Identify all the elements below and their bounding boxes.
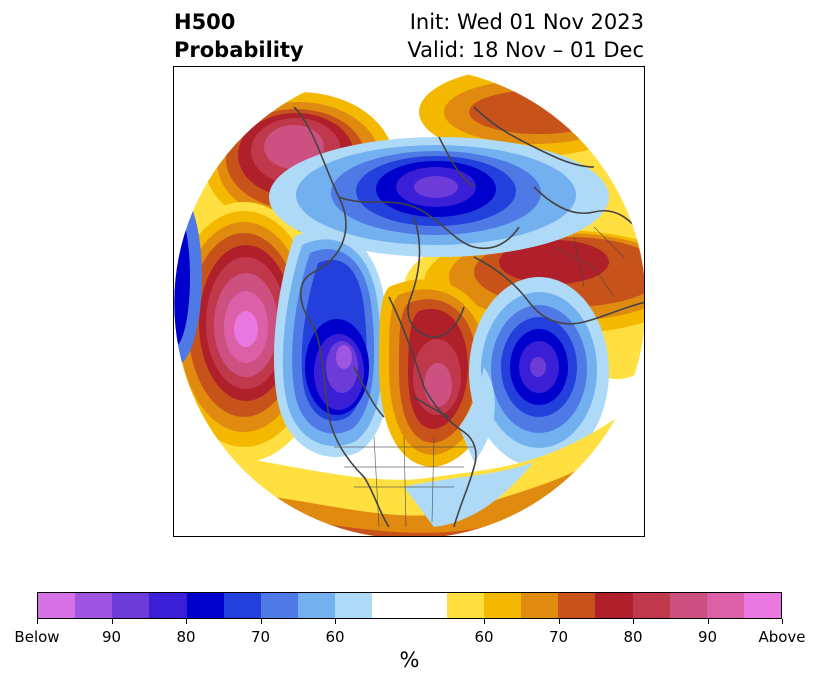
colorbar-segment [669, 593, 707, 618]
colorbar-tick-mark [782, 619, 783, 624]
blob-below-polar [269, 137, 609, 257]
colorbar-tick-label: 80 [176, 628, 196, 646]
colorbar-segment [409, 593, 447, 618]
colorbar-tick-mark [707, 619, 709, 624]
map-canvas [174, 67, 644, 536]
colorbar-tick-mark [186, 619, 187, 624]
colorbar-segment [372, 593, 410, 618]
chart-subtitle: Init: Wed 01 Nov 2023 Valid: 18 Nov – 01… [407, 8, 644, 64]
blob-above-central [379, 279, 496, 467]
colorbar-unit: % [399, 648, 420, 672]
title-line-1: H500 [174, 10, 236, 34]
colorbar-segment [260, 593, 299, 618]
colorbar-segment [38, 593, 76, 618]
colorbar-tick-mark [111, 619, 113, 624]
colorbar-segment [483, 593, 522, 618]
colorbar-segment [223, 593, 261, 618]
init-date: Init: Wed 01 Nov 2023 [409, 10, 644, 34]
colorbar-tick-label: 60 [474, 628, 494, 646]
valid-range: Valid: 18 Nov – 01 Dec [407, 38, 644, 62]
blob-below-atlantic [469, 277, 609, 467]
colorbar-segment [149, 593, 187, 618]
chart-title: H500 Probability [174, 8, 304, 64]
colorbar-tick-label: 60 [325, 628, 345, 646]
colorbar-tick-label: 90 [101, 628, 122, 646]
colorbar-tick-mark [484, 619, 485, 624]
colorbar-segment [186, 593, 224, 618]
colorbar-tick-label: 70 [250, 628, 271, 646]
blob-below-west [274, 229, 390, 457]
coastlines [293, 106, 644, 528]
colorbar-tick-mark [335, 619, 336, 624]
colorbar-segment [595, 593, 633, 618]
colorbar-segment [558, 593, 596, 618]
colorbar-segment [335, 593, 373, 618]
colorbar-tick-mark [37, 619, 38, 624]
probability-map [173, 66, 645, 537]
anomaly-field [174, 67, 644, 536]
colorbar-segment [706, 593, 744, 618]
colorbar-segment [632, 593, 670, 618]
colorbar-tick-label: 80 [623, 628, 643, 646]
colorbar-tick-label: 70 [548, 628, 569, 646]
colorbar-segment [112, 593, 150, 618]
colorbar-tick-mark [260, 619, 262, 624]
colorbar-tick-label: Below [14, 628, 60, 646]
colorbar-segment [75, 593, 113, 618]
colorbar-tick-label: Above [758, 628, 806, 646]
colorbar-segment [521, 593, 559, 618]
colorbar-segment [446, 593, 484, 618]
colorbar-tick-mark [558, 619, 560, 624]
colorbar-segment [298, 593, 336, 618]
colorbar-segment [743, 593, 782, 618]
colorbar-tick-label: 90 [697, 628, 718, 646]
title-line-2: Probability [174, 38, 304, 62]
colorbar [37, 592, 782, 619]
colorbar-tick-mark [633, 619, 634, 624]
borders [334, 226, 625, 528]
